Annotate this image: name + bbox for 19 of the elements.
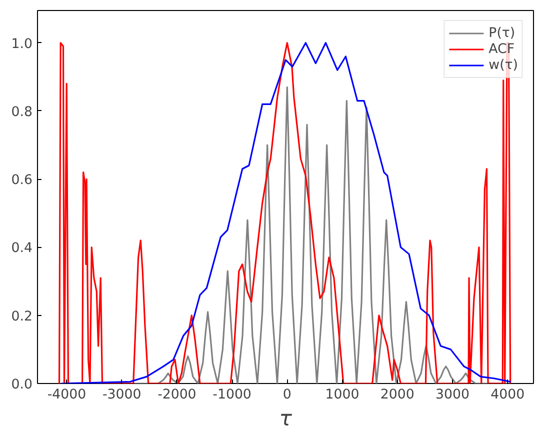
x-tick-label: -3000	[102, 388, 142, 402]
y-tick-label: 0.2	[11, 309, 33, 324]
y-tick-label: 0.8	[11, 104, 33, 120]
x-tick-label: -2000	[158, 388, 196, 402]
x-tick-label: 1000	[325, 388, 360, 402]
legend-label: w(τ)	[488, 57, 518, 73]
legend-label: ACF	[488, 41, 515, 57]
x-tick-label: 3000	[436, 388, 470, 402]
y-tick-label: 0.6	[11, 173, 33, 188]
x-tick-label: -4000	[47, 388, 86, 402]
legend-label: P(τ)	[488, 25, 516, 41]
x-tick-label: 4000	[490, 388, 525, 402]
x-tick-label: 2000	[380, 388, 414, 402]
x-tick-label: 0	[282, 388, 292, 402]
x-tick-label: -1000	[212, 388, 252, 402]
y-tick-label: 0.4	[11, 241, 33, 256]
x-axis-title: τ	[279, 406, 292, 432]
y-tick-label: 0.0	[11, 378, 33, 392]
y-tick-label: 1.0	[11, 36, 33, 52]
